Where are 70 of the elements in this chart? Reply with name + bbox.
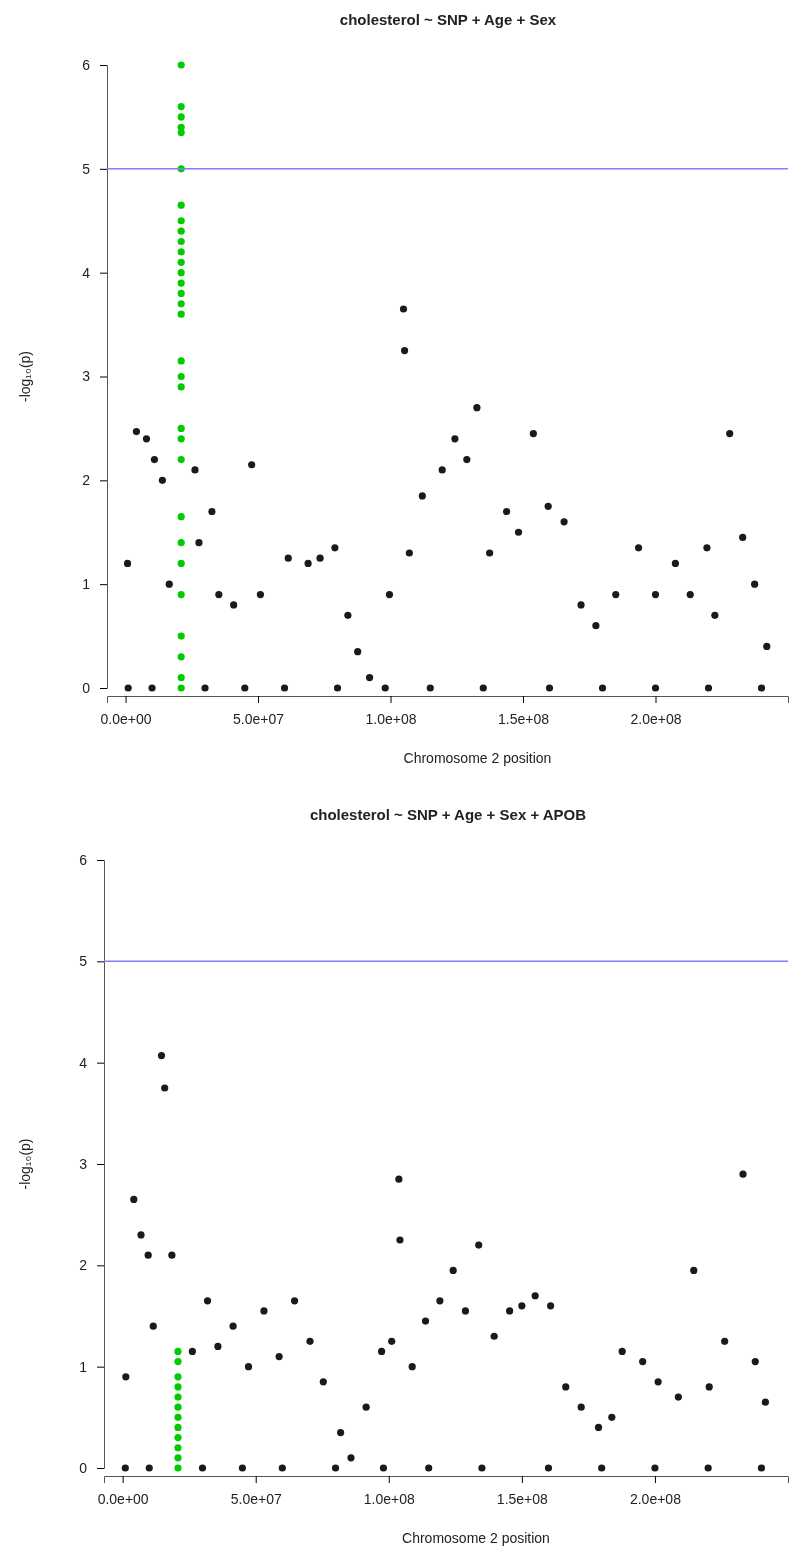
y-tick-label: 0: [79, 1459, 88, 1476]
point: [174, 1383, 182, 1391]
x-tick-label: 2.0e+08: [630, 711, 682, 728]
y-tick-label: 1: [82, 576, 91, 593]
y-tick-label: 3: [82, 368, 91, 385]
point: [177, 289, 185, 298]
point: [177, 61, 185, 69]
point: [177, 674, 185, 682]
point: [177, 653, 185, 661]
y-tick-label: 6: [79, 851, 88, 868]
y-tick-label: 5: [79, 953, 88, 970]
point: [177, 113, 185, 121]
point: [177, 269, 185, 277]
point: [174, 1373, 182, 1381]
chart-title: cholesterol ~ SNP + Age + Sex: [339, 11, 557, 28]
x-tick-label: 1.0e+08: [365, 711, 417, 728]
x-tick-label: 0.0e+00: [97, 1491, 149, 1508]
point: [174, 1403, 182, 1411]
point: [177, 632, 185, 640]
x-tick-label: 1.5e+08: [496, 1491, 549, 1508]
point: [174, 1434, 182, 1442]
point: [177, 455, 185, 464]
x-axis-title: Chromosome 2 position: [403, 750, 552, 766]
x-tick-label: 1.0e+08: [363, 1491, 415, 1508]
point: [177, 237, 185, 246]
y-tick-label: 6: [82, 56, 91, 73]
point: [174, 1454, 182, 1462]
x-axis-title: Chromosome 2 position: [402, 1530, 550, 1546]
point: [174, 1444, 182, 1452]
point: [174, 1358, 182, 1366]
y-axis-title: -log₁₀(p): [17, 351, 33, 402]
point: [177, 539, 185, 547]
x-tick-label: 2.0e+08: [629, 1491, 682, 1508]
point: [177, 684, 185, 692]
point: [177, 248, 185, 256]
y-tick-label: 2: [79, 1257, 88, 1274]
chart-title: cholesterol ~ SNP + Age + Sex + APOB: [309, 806, 587, 823]
y-tick-label: 0: [82, 679, 91, 696]
y-tick-label: 4: [79, 1054, 88, 1071]
y-tick-label: 1: [79, 1358, 88, 1375]
point: [177, 227, 185, 235]
point: [177, 435, 185, 443]
point: [177, 372, 185, 381]
point: [177, 513, 185, 521]
point: [177, 357, 185, 365]
x-tick-label: 1.5e+08: [498, 711, 550, 728]
point: [177, 559, 185, 567]
y-tick-label: 5: [82, 160, 91, 177]
point: [177, 300, 185, 308]
point: [177, 217, 185, 225]
point: [177, 102, 185, 111]
point: [177, 279, 185, 287]
point: [177, 383, 185, 391]
point: [174, 1347, 182, 1356]
y-tick-label: 2: [82, 472, 91, 489]
point: [174, 1464, 182, 1472]
x-tick-label: 0.0e+00: [100, 711, 152, 728]
point: [177, 258, 185, 266]
point: [174, 1413, 182, 1421]
point: [177, 201, 185, 209]
point: [174, 1393, 182, 1401]
point: [174, 1423, 182, 1432]
x-tick-label: 5.0e+07: [230, 1491, 282, 1508]
x-tick-label: 5.0e+07: [233, 711, 285, 728]
y-tick-label: 4: [82, 264, 91, 281]
y-tick-label: 3: [79, 1155, 88, 1172]
y-axis-title: -log₁₀(p): [17, 1138, 33, 1190]
point: [177, 310, 185, 318]
point: [177, 590, 185, 599]
point: [177, 424, 185, 433]
